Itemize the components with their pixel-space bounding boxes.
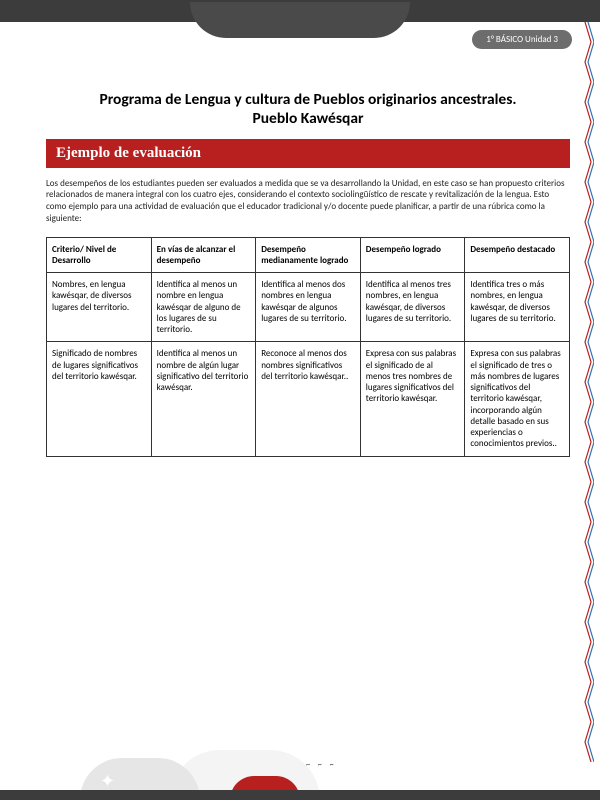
page-title: Programa de Lengua y cultura de Pueblos … <box>46 90 570 129</box>
right-zigzag-deco <box>582 22 594 762</box>
unit-badge: 1° BÁSICO Unidad 3 <box>472 30 572 49</box>
document-page: 1° BÁSICO Unidad 3 Programa de Lengua y … <box>0 0 600 800</box>
table-cell: Identifica tres o más nombres, en lengua… <box>465 273 570 342</box>
col-header: Desempeño medianamente logrado <box>256 237 361 273</box>
col-header: Desempeño logrado <box>360 237 465 273</box>
table-row: Nombres, en lengua kawésqar, de diversos… <box>47 273 570 342</box>
col-header: Desempeño destacado <box>465 237 570 273</box>
table-cell: Identifica al menos un nombre de algún l… <box>151 342 256 456</box>
title-line-2: Pueblo Kawésqar <box>46 109 570 128</box>
top-curve-deco <box>190 2 410 38</box>
intro-paragraph: Los desempeños de los estudiantes pueden… <box>46 178 570 225</box>
table-cell: Identifica al menos un nombre en lengua … <box>151 273 256 342</box>
table-cell: Nombres, en lengua kawésqar, de diversos… <box>47 273 152 342</box>
section-heading: Ejemplo de evaluación <box>46 139 570 168</box>
bottom-decoration: ✦ ~ ~ ~ <box>0 750 600 800</box>
table-cell: Significado de nombres de lugares signif… <box>47 342 152 456</box>
col-header: Criterio/ Nivel de Desarrollo <box>47 237 152 273</box>
main-content: Programa de Lengua y cultura de Pueblos … <box>46 90 570 740</box>
title-line-1: Programa de Lengua y cultura de Pueblos … <box>99 90 516 109</box>
table-cell: Expresa con sus palabras el significado … <box>360 342 465 456</box>
table-cell: Expresa con sus palabras el significado … <box>465 342 570 456</box>
table-row: Significado de nombres de lugares signif… <box>47 342 570 456</box>
table-cell: Identifica al menos dos nombres en lengu… <box>256 273 361 342</box>
bottom-bar-deco <box>0 790 600 800</box>
birds-deco: ~ ~ ~ <box>306 760 337 770</box>
rubric-table: Criterio/ Nivel de Desarrollo En vías de… <box>46 237 570 457</box>
table-header-row: Criterio/ Nivel de Desarrollo En vías de… <box>47 237 570 273</box>
table-cell: Identifica al menos tres nombres, en len… <box>360 273 465 342</box>
tree-icon: ✦ <box>100 770 115 792</box>
col-header: En vías de alcanzar el desempeño <box>151 237 256 273</box>
table-cell: Reconoce al menos dos nombres significat… <box>256 342 361 456</box>
